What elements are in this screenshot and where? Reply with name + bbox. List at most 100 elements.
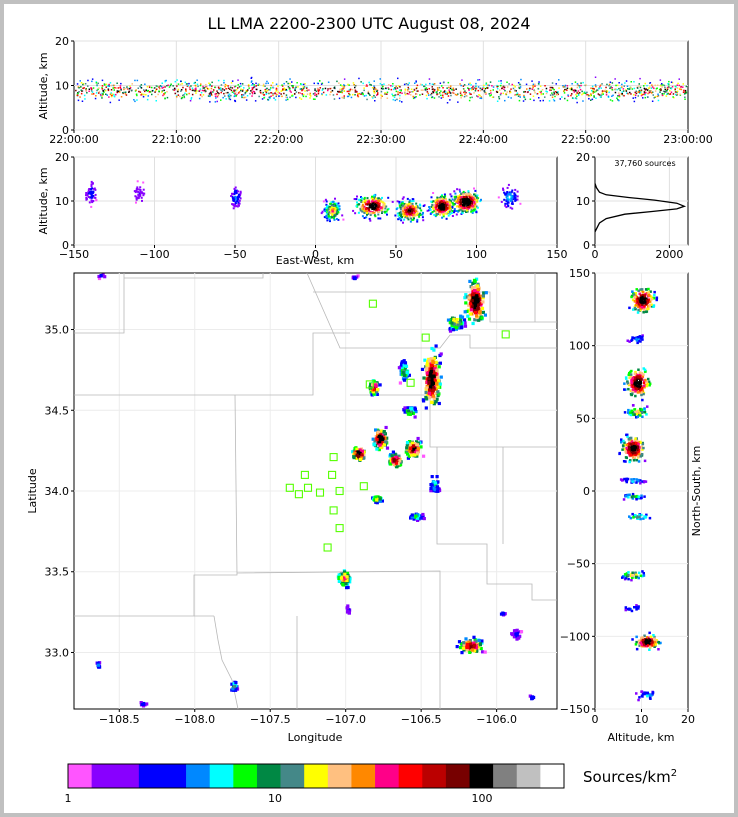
time-height-source-point [80,86,82,88]
east-west-source-point [405,204,408,207]
time-height-source-point [348,89,351,91]
time-height-source-point [392,83,394,85]
plan-view-source-point [478,311,482,315]
north-south-source-point [646,382,649,386]
east-west-source-point [325,216,328,219]
time-height-source-point [115,87,118,89]
north-south-source-point [631,377,635,380]
east-west-source-point [142,188,145,191]
north-south-source-point [635,288,638,291]
east-west-source-point [433,210,436,213]
north-south-source-point [630,369,633,373]
north-south-source-point [633,408,637,411]
plan-view-source-point [429,486,433,491]
time-height-source-point [632,97,634,99]
plan-view-source-point [429,370,433,374]
east-west-source-point [463,204,466,207]
time-height-source-point [538,81,540,83]
time-height-source-point [491,96,494,98]
east-west-source-point [432,208,435,210]
time-height-source-point [348,92,350,95]
time-height-source-point [607,95,610,98]
east-west-source-point [335,218,338,220]
east-west-source-point [462,200,465,203]
east-west-source-point [435,214,438,217]
east-west-source-point [398,212,401,214]
north-south-source-point [648,305,651,308]
time-height-source-point [552,98,555,101]
time-height-source-point [576,95,578,98]
time-height-source-point [306,89,308,92]
time-height-source-point [563,85,566,87]
time-height-source-point [212,89,215,91]
plan-view-ytick-label: 34.0 [45,485,70,498]
plan-view-source-point [472,635,476,639]
north-south-source-point [627,408,630,412]
north-south-source-point [652,297,656,300]
time-height-source-point [321,93,323,95]
time-height-source-point [315,93,318,96]
time-height-source-point [498,80,500,82]
time-height-source-point [611,95,613,97]
east-west-source-point [509,193,512,196]
east-west-source-point [449,213,452,216]
north-south-source-point [625,433,628,437]
east-west-source-point [408,215,411,218]
east-west-source-point [373,194,375,197]
east-west-source-point [364,199,367,202]
plan-view-source-point [422,517,426,521]
north-south-source-point [634,495,637,498]
time-height-source-point [661,94,664,97]
plan-view-source-point [351,450,355,454]
plan-view-source-point [473,638,477,642]
plan-view-source-point [430,367,434,371]
east-west-source-point [386,208,389,211]
time-height-source-point [544,85,546,87]
east-west-source-point [91,201,94,204]
plan-view-source-point [382,443,386,447]
east-west-source-point [477,197,480,200]
east-west-source-point [140,196,143,199]
time-height-source-point [343,84,345,86]
time-height-source-point [234,85,237,88]
east-west-source-point [326,219,329,222]
time-height-source-point [228,96,231,98]
plan-view-source-point [424,365,428,369]
time-height-source-point [383,83,385,85]
east-west-source-point [415,205,417,208]
time-height-source-point [234,89,237,91]
east-west-source-point [141,199,143,202]
time-height-source-point [489,95,491,97]
east-west-source-point [468,202,471,205]
north-south-source-point [634,437,637,440]
plan-view-source-point [396,464,400,468]
east-west-source-point [90,191,93,194]
time-height-source-point [668,80,670,83]
north-south-source-point [636,375,639,378]
east-west-source-point [232,207,235,210]
time-height-source-point [180,97,183,100]
time-height-source-point [445,91,447,93]
time-height-source-point [679,94,682,96]
east-west-source-point [233,191,236,193]
east-west-source-point [465,211,467,213]
north-south-source-point [632,336,636,340]
time-height-source-point [426,88,428,91]
plan-view-source-point [429,363,433,368]
plan-view-source-point [375,392,379,396]
time-height-source-point [84,98,86,100]
plan-view-source-point [473,279,477,283]
east-west-source-point [231,192,233,195]
east-west-source-point [458,196,461,199]
north-south-source-point [629,459,632,462]
time-height-source-point [183,94,185,96]
east-west-source-point [445,206,447,209]
time-height-source-point [549,89,552,91]
east-west-source-point [506,194,509,197]
time-height-source-point [633,94,635,96]
time-height-source-point [208,93,211,95]
east-west-source-point [511,207,514,210]
time-height-source-point [675,93,677,96]
time-height-source-point [303,93,305,96]
east-west-source-point [419,204,422,207]
